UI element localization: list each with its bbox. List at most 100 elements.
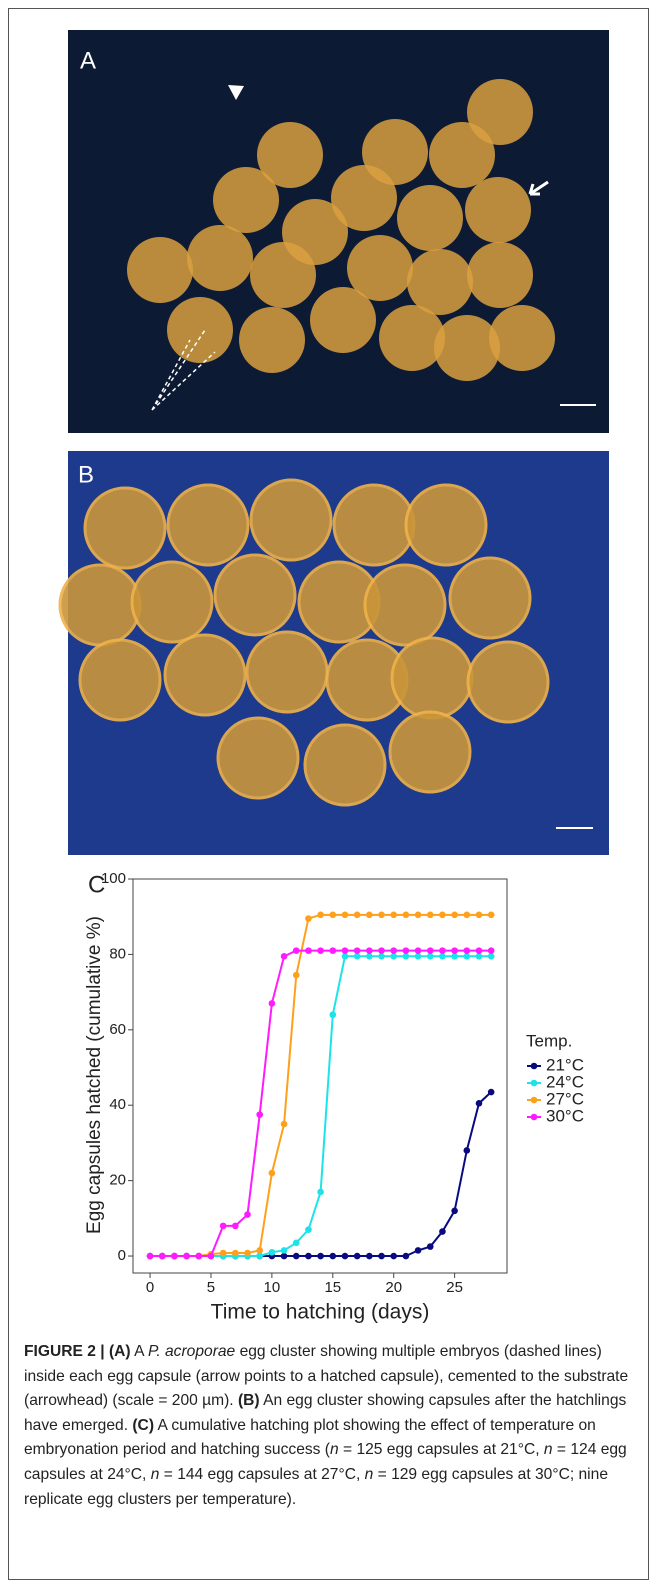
- dashed-lines: [151, 329, 216, 411]
- data-point: [280, 952, 288, 960]
- capsule: [83, 486, 167, 570]
- data-point: [317, 947, 324, 954]
- x-tick-label: 5: [207, 1279, 215, 1296]
- data-point: [451, 1207, 458, 1215]
- capsule: [250, 242, 316, 308]
- photo-b: [58, 451, 609, 855]
- data-point: [439, 1228, 446, 1235]
- legend-label: 21°C: [546, 1055, 584, 1074]
- capsule: [163, 633, 247, 717]
- capsule: [310, 287, 376, 353]
- legend-swatch: [530, 1062, 538, 1070]
- capsule: [404, 483, 488, 567]
- legend-swatch: [530, 1096, 538, 1104]
- capsule: [388, 710, 472, 794]
- data-point: [353, 952, 361, 960]
- arrowhead: [228, 85, 244, 100]
- capsule: [58, 563, 142, 647]
- capsule: [379, 305, 445, 371]
- data-point: [305, 915, 312, 922]
- caption: FIGURE 2 | (A) A P. acroporae egg cluste…: [24, 1340, 640, 1512]
- data-point: [390, 952, 398, 960]
- data-point: [305, 1252, 312, 1260]
- data-point: [487, 952, 495, 960]
- data-point: [414, 952, 422, 960]
- caption-text: n: [543, 1441, 553, 1459]
- data-point: [475, 947, 483, 954]
- data-point: [439, 911, 446, 919]
- data-point: [171, 1252, 178, 1260]
- data-point: [426, 911, 434, 919]
- legend-title: Temp.: [526, 1031, 572, 1050]
- data-point: [158, 1252, 166, 1260]
- capsule: [489, 305, 555, 371]
- caption-text: = 129 egg capsules at 30°C; nine replica…: [24, 1465, 608, 1508]
- data-point: [414, 911, 422, 919]
- caption-text: FIGURE 2 | (A): [24, 1343, 131, 1360]
- capsule: [249, 478, 333, 562]
- capsule: [467, 242, 533, 308]
- data-point: [402, 952, 410, 960]
- data-point: [280, 1120, 288, 1128]
- data-point: [463, 952, 471, 960]
- data-point: [329, 1252, 337, 1260]
- y-tick-label: 80: [109, 945, 126, 962]
- data-point: [463, 1147, 471, 1154]
- data-point: [280, 1247, 288, 1254]
- x-tick-label: 15: [324, 1279, 341, 1296]
- data-point: [341, 911, 349, 919]
- data-point: [378, 1252, 385, 1260]
- data-point: [463, 947, 471, 954]
- data-point: [341, 947, 349, 954]
- data-point: [439, 952, 446, 960]
- data-point: [305, 947, 312, 954]
- data-point: [292, 1239, 300, 1247]
- data-point: [475, 952, 483, 960]
- capsule: [434, 315, 500, 381]
- capsule: [216, 716, 300, 800]
- capsule: [331, 165, 397, 231]
- data-point: [268, 1248, 276, 1256]
- x-axis-title: Time to hatching (days): [211, 1301, 430, 1324]
- data-point: [256, 1111, 263, 1118]
- data-point: [268, 1000, 276, 1007]
- data-point: [268, 1169, 276, 1177]
- capsule: [127, 237, 193, 303]
- data-point: [256, 1252, 263, 1260]
- y-tick-label: 20: [109, 1172, 126, 1189]
- capsule: [303, 723, 387, 807]
- data-point: [244, 1249, 251, 1257]
- data-point: [341, 1252, 349, 1260]
- data-point: [329, 1011, 337, 1019]
- capsule: [245, 630, 329, 714]
- caption-text: n: [364, 1465, 374, 1483]
- capsule: [332, 483, 416, 567]
- legend-label: 30°C: [546, 1106, 584, 1125]
- capsule: [239, 307, 305, 373]
- data-point: [232, 1222, 239, 1230]
- data-point: [451, 952, 458, 960]
- data-point: [378, 952, 385, 960]
- capsule: [187, 225, 253, 291]
- data-point: [390, 947, 398, 954]
- data-point: [353, 911, 361, 919]
- capsule: [397, 185, 463, 251]
- data-point: [426, 947, 434, 954]
- data-point: [487, 947, 495, 954]
- data-point: [475, 1100, 483, 1107]
- capsule: [407, 249, 473, 315]
- data-point: [402, 1252, 410, 1260]
- data-point: [305, 1226, 312, 1233]
- plot-area: [132, 878, 508, 1274]
- capsule: [429, 122, 495, 188]
- capsule: [390, 636, 474, 720]
- data-point: [390, 1252, 398, 1260]
- data-point: [353, 947, 361, 954]
- data-point: [414, 947, 422, 954]
- data-point: [475, 911, 483, 919]
- data-point: [378, 947, 385, 954]
- caption-text: n: [150, 1465, 160, 1483]
- data-point: [414, 1247, 422, 1254]
